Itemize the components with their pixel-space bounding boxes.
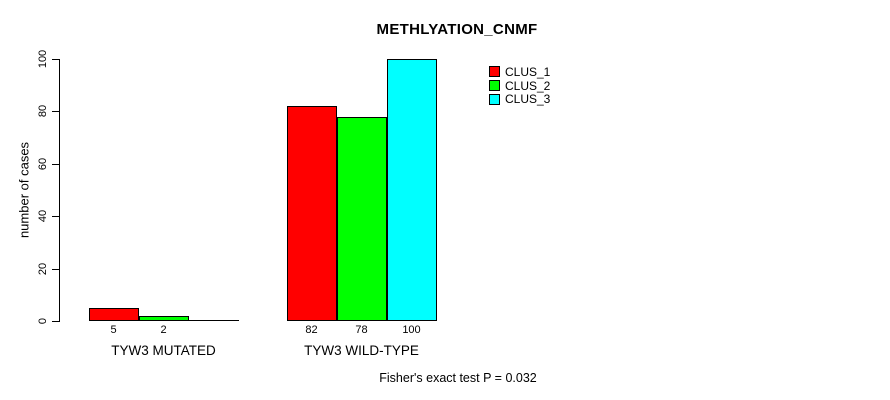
legend-swatch [489,80,500,92]
y-tick-label: 0 [37,317,49,325]
y-tick [52,163,59,165]
legend-item: CLUS_1 [489,65,550,79]
legend-label: CLUS_2 [505,78,551,93]
y-tick-label: 40 [37,210,49,223]
y-tick-label: 100 [37,49,49,69]
bar [286,106,337,321]
y-tick-label: 80 [37,105,49,118]
legend-label: CLUS_1 [505,64,551,79]
bar-value-label: 100 [402,324,421,336]
y-tick [52,59,59,60]
bar [138,315,189,321]
bar-value-label: 5 [110,324,117,336]
x-axis-group-label: TYW3 MUTATED [111,343,216,358]
y-axis-title: number of cases [16,141,32,239]
legend-label: CLUS_3 [505,92,551,107]
bar-value-label: 2 [160,324,167,336]
y-tick-label: 60 [37,157,49,170]
legend-swatch [489,93,500,105]
y-tick [52,111,59,113]
y-tick [52,216,59,218]
bar-value-label: 78 [355,324,368,336]
y-axis-line [59,59,60,322]
y-tick [52,268,59,270]
legend: CLUS_1 CLUS_2 CLUS_3 [489,65,550,106]
x-axis-group-label: TYW3 WILD-TYPE [304,343,419,358]
chart-title: METHLYATION_CNMF [376,21,538,38]
fisher-test-annotation: Fisher's exact test P = 0.032 [379,371,537,385]
bar-value-label: 82 [305,324,318,336]
bar [336,116,387,321]
bar-zero-height [188,320,239,321]
legend-item: CLUS_3 [489,92,550,106]
bar [88,307,139,321]
legend-item: CLUS_2 [489,79,550,93]
bar [386,59,437,321]
y-tick-label: 20 [37,262,49,275]
legend-swatch [489,66,500,78]
y-tick [52,321,59,322]
